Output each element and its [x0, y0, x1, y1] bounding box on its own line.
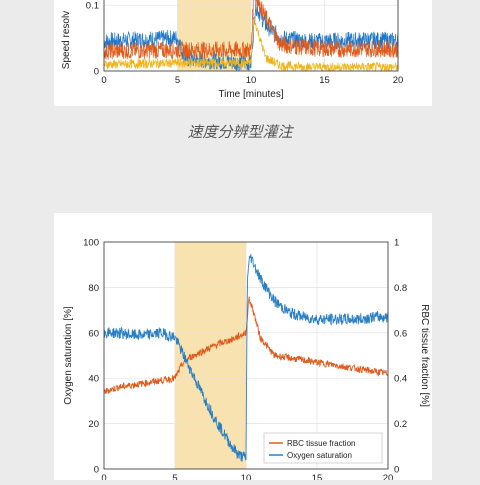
x-tick-label: 0	[101, 75, 106, 86]
y-tick-label: 0	[94, 465, 99, 476]
x-tick-label: 15	[312, 473, 323, 480]
series-line	[103, 0, 399, 61]
y2-tick-label: 0.4	[394, 374, 407, 385]
y-axis-label: Speed resolv	[61, 11, 72, 69]
x-tick-label: 20	[393, 75, 404, 86]
x-axis-label: Time [minutes]	[218, 89, 283, 100]
y-tick-label: 80	[88, 283, 99, 294]
speed-resolved-chart: 0 5 10 15 20 0 0.1 Time [minutes] Speed resolv	[61, 0, 404, 100]
oxygen-saturation-chart: 0 5 10 15 2002040608010000.20.40.60.81Oxygen…	[63, 238, 430, 485]
x-tick-label: 15	[319, 75, 330, 86]
x-tick-label: 10	[241, 473, 252, 480]
x-tick-label: 0	[101, 473, 106, 480]
y-tick-label: 20	[88, 419, 99, 430]
y-tick-label: 0	[94, 67, 99, 78]
y-tick-label: 60	[88, 328, 99, 339]
x-tick-label: 20	[383, 473, 394, 480]
y-tick-label: 0.1	[86, 1, 99, 12]
series-line	[103, 254, 389, 462]
plot-frame	[103, 0, 399, 72]
y2-tick-label: 0.8	[394, 283, 407, 294]
y2-tick-label: 0.6	[394, 328, 407, 339]
y-axis-label: Oxygen saturation [%]	[63, 306, 74, 405]
x-tick-label: 5	[175, 75, 180, 86]
y-tick-label: 40	[88, 374, 99, 385]
series-line	[103, 296, 389, 395]
y2-tick-label: 0.2	[394, 419, 407, 430]
legend-box	[263, 432, 383, 464]
plot-frame	[103, 241, 389, 470]
y2-tick-label: 1	[394, 238, 399, 249]
highlight-band	[175, 242, 246, 469]
chart-caption: 速度分辨型灌注	[187, 123, 293, 141]
x-tick-label: 5	[172, 473, 177, 480]
y2-tick-label: 0	[394, 465, 399, 476]
bottom-chart-card: 0 5 10 15 20 0 20 40 60 80 100 0 0.2 0.4 0.6 0.8 1 Oxygen…	[54, 213, 432, 485]
legend-label: RBC tissue fraction	[287, 439, 355, 448]
top-chart-card: 0 5 10 15 20 0 0.1 Time [minutes] Speed resolv	[54, 0, 432, 106]
y-tick-label: 100	[83, 238, 99, 249]
series-line	[103, 17, 399, 73]
y2-axis-label: RBC tissue fraction [%]	[419, 304, 430, 407]
x-tick-label: 10	[246, 75, 257, 86]
legend-label: Oxygen saturation	[287, 451, 352, 460]
